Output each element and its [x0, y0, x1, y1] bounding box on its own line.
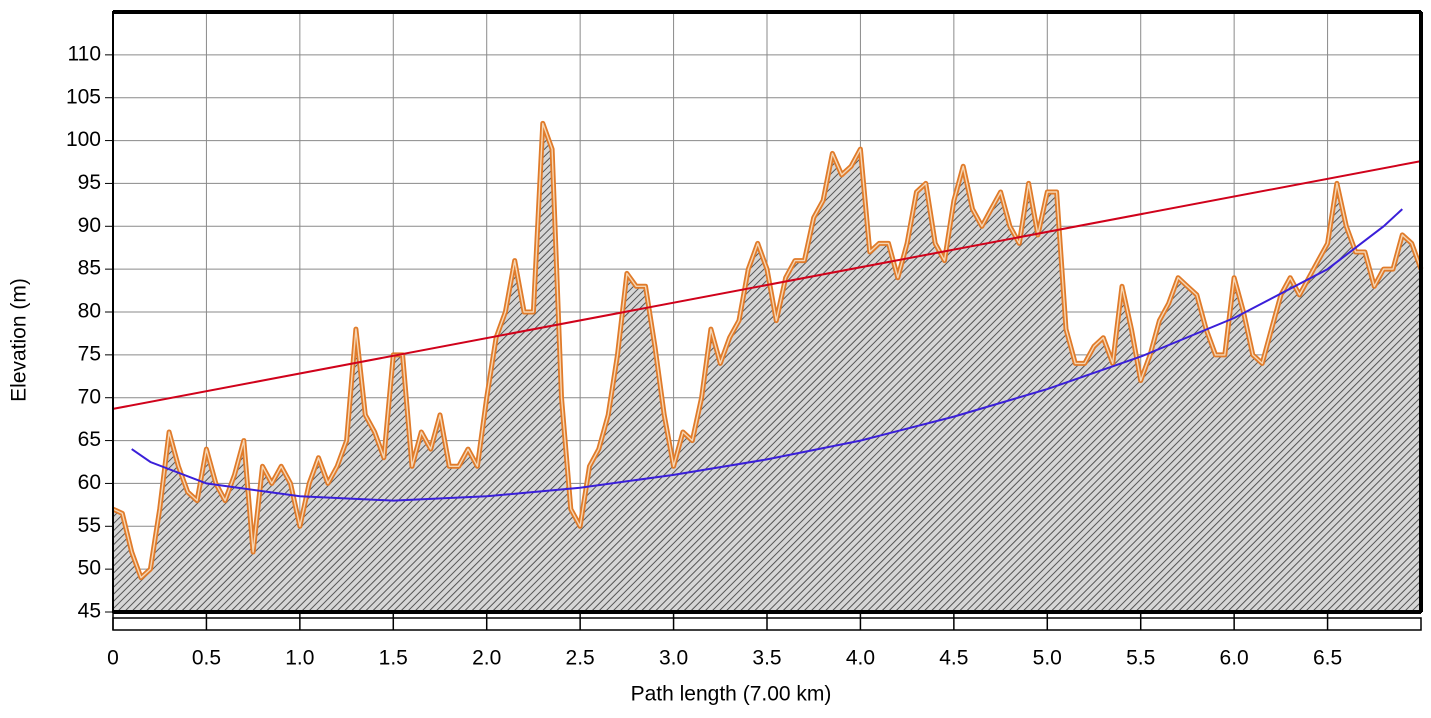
- y-tick-label: 60: [78, 471, 101, 494]
- y-tick-label: 55: [78, 514, 101, 537]
- y-tick-label: 100: [66, 128, 101, 151]
- y-tick-label: 70: [78, 385, 101, 408]
- x-axis-label: Path length (7.00 km): [631, 683, 832, 706]
- line: [112, 160, 1422, 410]
- terrain-area: [113, 123, 1421, 613]
- x-tick-label: 2.5: [566, 647, 595, 670]
- x-tick-label: 0: [107, 647, 119, 670]
- x-tick-label: 4.5: [939, 647, 968, 670]
- terrain-line-inner: [112, 122, 1422, 579]
- y-axis-label: Elevation (m): [8, 278, 31, 402]
- y-tick-label: 95: [78, 171, 101, 194]
- x-tick-label: 0.5: [192, 647, 221, 670]
- y-tick-label: 45: [78, 600, 101, 623]
- marks: [111, 120, 1424, 613]
- y-tick-label: 110: [68, 42, 101, 65]
- x-tick-label: 2.0: [472, 647, 501, 670]
- x-tick-label: 4.0: [846, 647, 875, 670]
- line: [131, 208, 1403, 502]
- x-tick-label: 5.5: [1126, 647, 1155, 670]
- y-tick-label: 85: [78, 257, 101, 280]
- y-tick-label: 75: [78, 342, 101, 365]
- x-tick-label: 5.0: [1033, 647, 1062, 670]
- x-tick-label: 6.5: [1313, 647, 1342, 670]
- y-tick-label: 80: [78, 300, 101, 323]
- y-tick-label: 50: [78, 557, 101, 580]
- y-tick-label: 65: [78, 428, 101, 451]
- x-tick-label: 3.5: [752, 647, 781, 670]
- x-tick-label: 1.5: [379, 647, 408, 670]
- x-tick-label: 1.0: [285, 647, 314, 670]
- y-tick-label: 105: [66, 85, 101, 108]
- y-tick-label: 90: [78, 214, 101, 237]
- x-tick-label: 6.0: [1220, 647, 1249, 670]
- x-tick-label: 3.0: [659, 647, 688, 670]
